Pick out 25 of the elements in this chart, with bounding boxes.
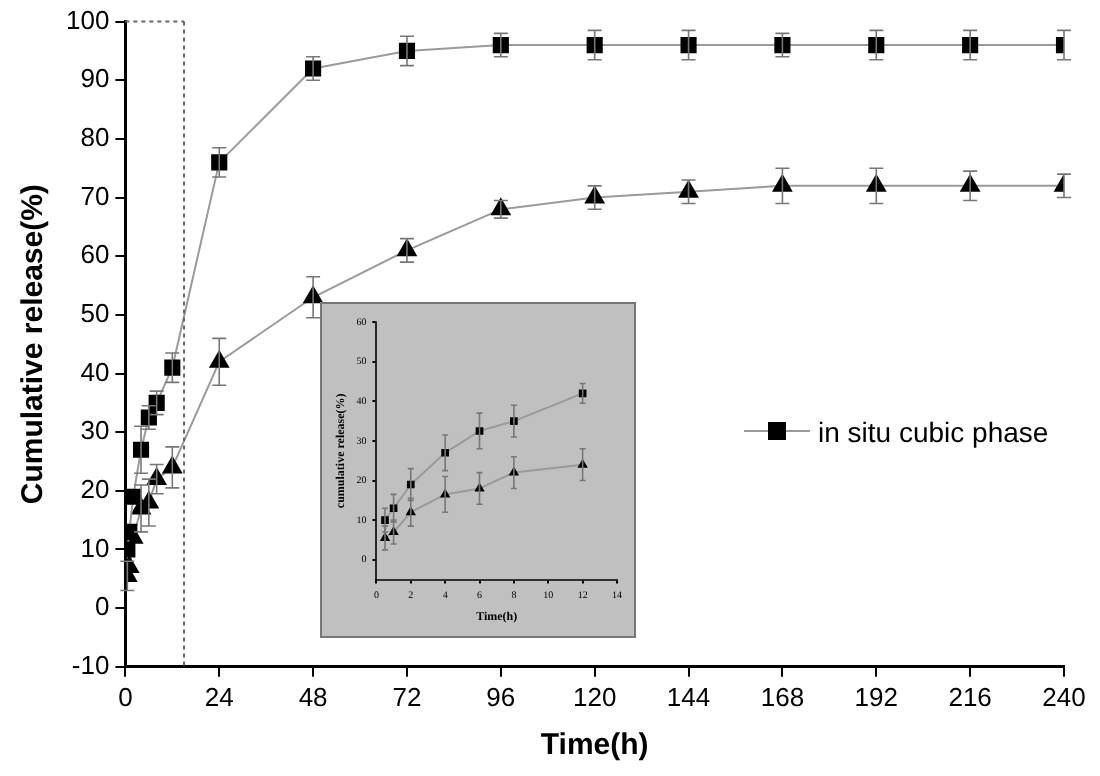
y-tick-label: 60: [80, 239, 110, 270]
y-tick-label: 70: [80, 180, 110, 211]
y-tick-label: 90: [80, 63, 110, 94]
x-tick-label: 96: [486, 681, 516, 712]
x-tick-label: 168: [760, 681, 805, 712]
legend-label: in situ cubic phase: [818, 415, 1049, 447]
y-tick-label: 80: [80, 122, 110, 153]
x-axis-title: Time(h): [540, 728, 649, 763]
x-tick-label: 72: [392, 681, 422, 712]
x-tick-label: 192: [854, 681, 898, 712]
y-tick-label: 30: [80, 415, 110, 446]
y-tick-label: 40: [80, 356, 110, 387]
x-tick-label: 0: [118, 681, 133, 712]
y-axis-title: Cumulative release(%): [16, 184, 51, 505]
x-tick-label: 24: [204, 681, 234, 712]
x-tick-label: 216: [948, 681, 992, 712]
y-tick-label: 10: [80, 532, 110, 563]
y-tick-label: 100: [65, 4, 110, 35]
y-tick-label: 50: [80, 298, 110, 329]
x-tick-label: 144: [666, 681, 711, 712]
y-tick-label: 20: [80, 473, 110, 504]
x-tick-label: 120: [572, 681, 617, 712]
x-tick-label: 240: [1042, 681, 1086, 712]
y-tick-label: -10: [71, 649, 110, 680]
x-tick-label: 48: [298, 681, 328, 712]
